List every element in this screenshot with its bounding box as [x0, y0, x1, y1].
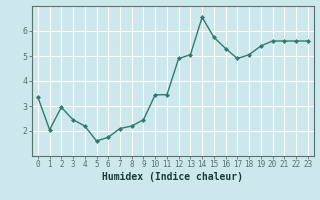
X-axis label: Humidex (Indice chaleur): Humidex (Indice chaleur): [102, 172, 243, 182]
